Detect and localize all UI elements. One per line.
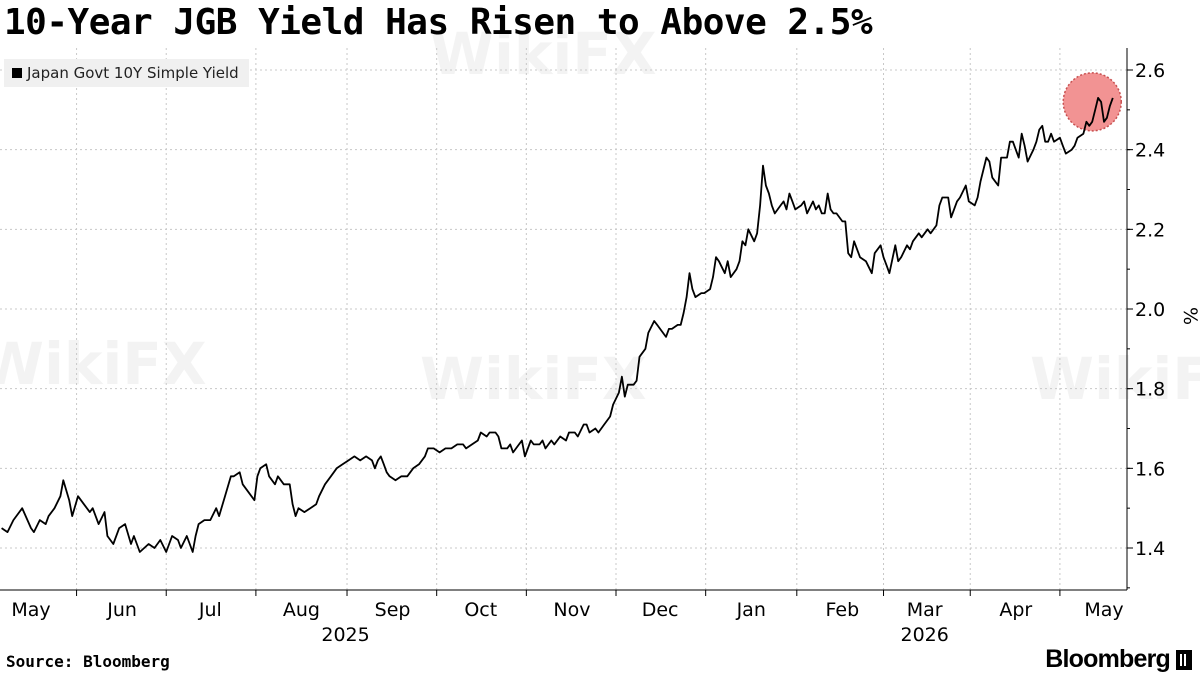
chart-title: 10-Year JGB Yield Has Risen to Above 2.5… — [4, 2, 873, 43]
y-tick-label: 2.0 — [1135, 299, 1165, 321]
x-tick-label: Sep — [375, 599, 411, 621]
tick-labels: 1.4 1.6 1.8 2.0 2.2 2.4 2.6% May Jun Jul Aug Sep Oct… — [11, 60, 1200, 646]
x-tick-label: Feb — [826, 599, 860, 621]
legend-label: Japan Govt 10Y Simple Yield — [27, 64, 239, 82]
legend-swatch — [12, 68, 22, 78]
x-tick-label: Apr — [999, 599, 1032, 621]
x-tick-label: Jan — [736, 599, 766, 621]
brand-logo: Bloomberg — [1045, 645, 1192, 674]
y-tick-label: 1.4 — [1135, 538, 1165, 560]
y-tick-label: 2.2 — [1135, 219, 1165, 241]
y-axis-unit: % — [1179, 307, 1200, 325]
bloomberg-terminal-icon — [1176, 649, 1192, 670]
y-tick-label: 1.8 — [1135, 379, 1165, 401]
brand-name: Bloomberg — [1045, 645, 1171, 673]
legend: Japan Govt 10Y Simple Yield — [4, 59, 249, 87]
x-tick-label: May — [1084, 599, 1123, 621]
x-tick-label: Jun — [106, 599, 137, 621]
x-tick-label: Jul — [198, 599, 222, 621]
x-tick-label: May — [11, 599, 50, 621]
x-tick-label: Nov — [553, 599, 590, 621]
x-tick-label: Dec — [642, 599, 679, 621]
axes — [0, 48, 1133, 596]
x-tick-label: Aug — [283, 599, 320, 621]
y-tick-label: 2.6 — [1135, 60, 1165, 82]
source-note: Source: Bloomberg — [6, 652, 170, 671]
y-tick-label: 2.4 — [1135, 140, 1165, 162]
x-tick-label: Mar — [907, 599, 943, 621]
series-layer — [1, 97, 1114, 553]
series-line — [1, 97, 1114, 553]
x-year-label: 2026 — [900, 624, 948, 646]
y-tick-label: 1.6 — [1135, 458, 1165, 480]
grid-lines — [0, 48, 1127, 590]
x-year-label: 2025 — [321, 624, 369, 646]
x-tick-label: Oct — [464, 599, 497, 621]
